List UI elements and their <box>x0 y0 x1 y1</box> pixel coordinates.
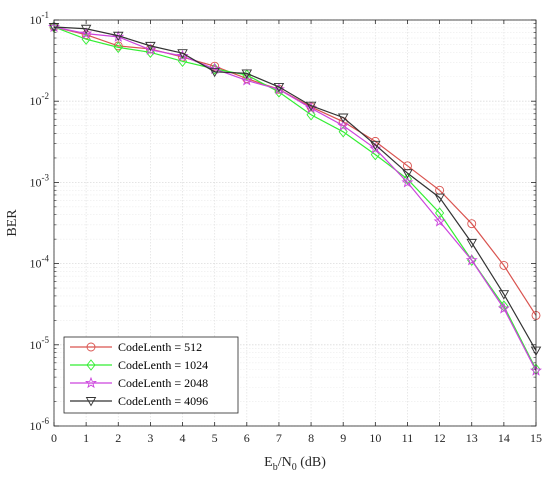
data-point-marker <box>240 74 253 86</box>
data-point-marker <box>498 290 510 300</box>
data-point-marker <box>241 69 253 79</box>
series-line <box>53 26 537 370</box>
series-line <box>53 26 537 351</box>
x-tick-label: 8 <box>308 431 314 445</box>
legend-item: CodeLenth = 4096 <box>70 394 208 408</box>
x-tick-label: 11 <box>402 431 414 445</box>
data-point-marker <box>306 109 316 121</box>
series-group <box>48 20 542 376</box>
x-tick-label: 9 <box>340 431 346 445</box>
data-point-marker <box>434 193 445 204</box>
data-point-marker <box>337 119 350 131</box>
data-point-marker <box>209 67 220 78</box>
data-point-marker <box>305 101 317 112</box>
x-tick-label: 13 <box>466 431 478 445</box>
data-point-marker <box>273 82 285 93</box>
x-tick-label: 4 <box>180 431 186 445</box>
series-line <box>53 26 537 371</box>
y-tick-label: 10-1 <box>30 10 50 27</box>
y-tick-label: 10-4 <box>30 254 50 271</box>
x-tick-label: 3 <box>147 431 153 445</box>
legend-item: CodeLenth = 1024 <box>70 358 208 372</box>
data-point-marker <box>177 49 188 59</box>
x-axis-label: Eb/N0 (dB) <box>264 455 326 473</box>
y-tick-label: 10-2 <box>30 91 50 108</box>
data-point-marker <box>402 169 413 179</box>
data-point-marker <box>112 31 124 42</box>
legend-label: CodeLenth = 512 <box>118 340 202 354</box>
legend-label: CodeLenth = 1024 <box>118 358 208 372</box>
data-point-marker <box>337 113 349 123</box>
data-point-marker <box>497 302 510 314</box>
data-point-marker <box>467 219 477 229</box>
x-tick-label: 0 <box>51 431 57 445</box>
x-tick-label: 6 <box>244 431 250 445</box>
data-point-marker <box>466 238 478 249</box>
x-tick-label: 12 <box>434 431 446 445</box>
legend-marker <box>85 397 97 407</box>
data-point-marker <box>369 142 382 154</box>
x-tick-label: 7 <box>276 431 282 445</box>
legend-label: CodeLenth = 2048 <box>118 376 208 390</box>
series-4 <box>48 23 542 356</box>
ticks: 0 1 2 3 4 5 6 7 8 9 10 11 12 13 14 1510-610-510-410-310… <box>30 10 543 445</box>
x-tick-label: 10 <box>369 431 381 445</box>
y-tick-label: 10-3 <box>30 172 50 189</box>
data-point-marker <box>370 140 381 151</box>
data-point-marker <box>144 43 157 55</box>
legend-label: CodeLenth = 4096 <box>118 394 208 408</box>
grid <box>53 19 537 427</box>
data-point-marker <box>113 41 123 54</box>
legend-marker <box>85 376 97 389</box>
data-point-marker <box>145 41 156 52</box>
legend-marker <box>86 359 96 371</box>
y-tick-label: 10-5 <box>30 335 50 352</box>
x-tick-label: 2 <box>115 431 121 445</box>
data-point-marker <box>401 176 414 188</box>
y-tick-label: 10-6 <box>30 416 50 433</box>
data-point-marker <box>80 27 93 39</box>
x-tick-label: 15 <box>530 431 542 445</box>
plot-frame <box>53 19 537 427</box>
data-point-marker <box>80 24 92 35</box>
data-point-marker <box>433 215 446 227</box>
legend-marker <box>86 342 96 352</box>
data-point-marker <box>465 253 478 266</box>
data-point-marker <box>210 61 220 71</box>
data-point-marker <box>435 207 445 219</box>
data-point-marker <box>338 126 348 138</box>
legend: CodeLenth = 512 CodeLenth = 1024 CodeLenth… <box>63 336 239 414</box>
x-tick-label: 14 <box>498 431 510 445</box>
y-axis-label: BER <box>5 209 20 237</box>
x-tick-label: 5 <box>212 431 218 445</box>
x-tick-label: 1 <box>83 431 89 445</box>
data-point-marker <box>499 260 509 270</box>
legend-box <box>63 336 239 414</box>
legend-item: CodeLenth = 2048 <box>70 376 208 390</box>
data-point-marker <box>208 62 221 74</box>
legend-item: CodeLenth = 512 <box>70 340 202 354</box>
